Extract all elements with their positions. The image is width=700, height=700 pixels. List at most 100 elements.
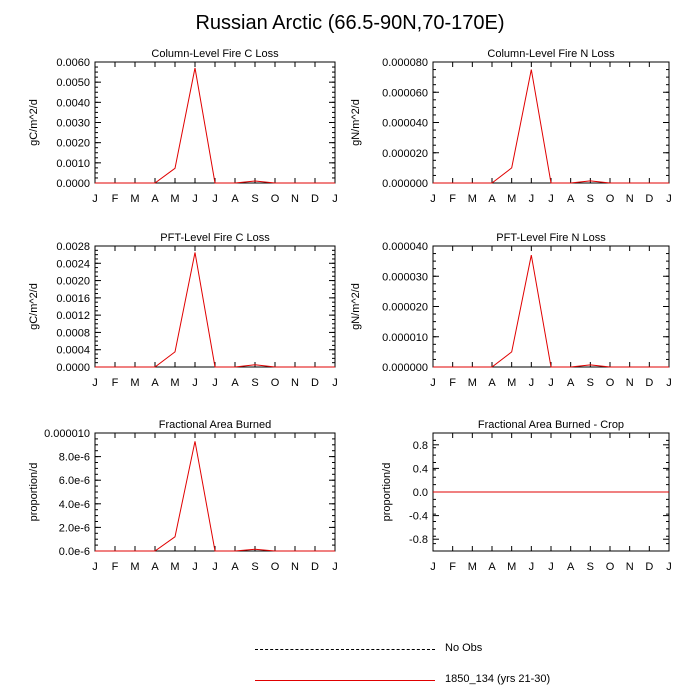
panel-title: PFT-Level Fire N Loss (496, 232, 606, 244)
y-tick-label: 0.000030 (382, 271, 428, 283)
x-tick-label: J (430, 377, 436, 389)
y-axis-label: proportion/d (381, 463, 393, 522)
y-tick-label: 0.0060 (56, 57, 90, 69)
x-tick-label: N (291, 193, 299, 205)
x-tick-label: A (231, 561, 239, 573)
x-tick-label: O (271, 377, 280, 389)
x-tick-label: A (151, 561, 159, 573)
y-tick-label: 8.0e-6 (59, 452, 90, 464)
x-tick-label: D (645, 377, 653, 389)
plot-frame (94, 61, 336, 184)
y-axis-label: gC/m^2/d (28, 283, 40, 330)
plot-frame (94, 245, 336, 368)
y-tick-label: 0.0e-6 (59, 546, 90, 558)
y-tick-label: 0.000040 (382, 118, 428, 130)
y-tick-label: 0.000040 (382, 241, 428, 253)
y-tick-label: 0.0016 (56, 293, 90, 305)
x-tick-label: J (212, 561, 218, 573)
x-tick-label: F (112, 377, 119, 389)
y-tick-label: 0.0028 (56, 241, 90, 253)
y-axis-label: gC/m^2/d (28, 99, 40, 146)
x-tick-label: J (92, 561, 98, 573)
panel-title: Fractional Area Burned (159, 419, 272, 431)
x-tick-label: O (271, 561, 280, 573)
x-tick-label: S (251, 193, 258, 205)
y-tick-label: 0.8 (413, 440, 428, 452)
y-tick-label: 0.000060 (382, 87, 428, 99)
x-tick-label: S (587, 377, 594, 389)
x-tick-label: A (488, 193, 496, 205)
y-tick-label: -0.4 (409, 511, 428, 523)
y-tick-label: 2.0e-6 (59, 522, 90, 534)
legend-label-no-obs: No Obs (445, 642, 483, 654)
x-tick-label: D (311, 377, 319, 389)
y-tick-label: 0.0000 (56, 362, 90, 374)
x-tick-label: F (449, 377, 456, 389)
y-tick-label: 4.0e-6 (59, 499, 90, 511)
x-tick-label: N (291, 377, 299, 389)
x-tick-label: F (449, 561, 456, 573)
x-tick-label: D (645, 561, 653, 573)
x-tick-label: A (231, 377, 239, 389)
x-tick-label: O (606, 377, 615, 389)
x-tick-label: M (507, 377, 516, 389)
x-tick-label: J (529, 193, 535, 205)
y-axis-label: gN/m^2/d (350, 99, 362, 146)
legend-line-model (255, 680, 435, 681)
panel-title: PFT-Level Fire C Loss (160, 232, 270, 244)
y-axis-label: proportion/d (28, 463, 40, 522)
x-tick-label: J (529, 377, 535, 389)
x-tick-label: F (112, 561, 119, 573)
y-tick-label: 0.0004 (56, 345, 90, 357)
y-tick-label: 0.0000 (56, 178, 90, 190)
x-tick-label: A (567, 193, 575, 205)
y-tick-label: 0.000020 (382, 302, 428, 314)
plot-frame (432, 61, 670, 184)
x-tick-label: N (626, 193, 634, 205)
y-tick-label: 0.0020 (56, 276, 90, 288)
series-line (95, 67, 335, 184)
x-tick-label: S (251, 561, 258, 573)
x-tick-label: J (548, 561, 554, 573)
x-tick-label: D (645, 193, 653, 205)
x-tick-label: S (587, 193, 594, 205)
x-tick-label: M (130, 193, 139, 205)
x-tick-label: M (468, 377, 477, 389)
x-tick-label: O (606, 193, 615, 205)
y-tick-label: 0.0024 (56, 258, 90, 270)
x-tick-label: N (626, 561, 634, 573)
figure-title: Russian Arctic (66.5-90N,70-170E) (195, 12, 505, 34)
y-tick-label: 0.0030 (56, 118, 90, 130)
x-tick-label: J (212, 377, 218, 389)
x-tick-label: J (332, 377, 338, 389)
y-tick-label: 0.0012 (56, 310, 90, 322)
legend: No Obs 1850_134 (yrs 21-30) (255, 640, 575, 690)
y-tick-label: 0.000000 (382, 362, 428, 374)
legend-line-no-obs (255, 649, 435, 650)
x-tick-label: M (170, 193, 179, 205)
series-line (95, 441, 335, 552)
legend-entry-model: 1850_134 (yrs 21-30) (255, 671, 575, 689)
panel-title: Column-Level Fire N Loss (487, 48, 615, 60)
x-tick-label: N (291, 561, 299, 573)
x-tick-label: O (271, 193, 280, 205)
x-tick-label: J (92, 377, 98, 389)
series-line (433, 69, 669, 184)
x-tick-label: M (170, 561, 179, 573)
series-line (95, 252, 335, 368)
x-tick-label: J (192, 377, 198, 389)
x-tick-label: M (130, 561, 139, 573)
y-tick-label: 0.000080 (382, 57, 428, 69)
x-tick-label: S (587, 561, 594, 573)
x-tick-label: J (430, 561, 436, 573)
x-tick-label: N (626, 377, 634, 389)
y-tick-label: 0.0050 (56, 77, 90, 89)
x-tick-label: A (231, 193, 239, 205)
y-tick-label: 0.0020 (56, 138, 90, 150)
x-tick-label: S (251, 377, 258, 389)
y-tick-label: 0.000000 (382, 178, 428, 190)
x-tick-label: J (192, 193, 198, 205)
y-axis-label: gN/m^2/d (350, 283, 362, 330)
x-tick-label: J (666, 561, 672, 573)
